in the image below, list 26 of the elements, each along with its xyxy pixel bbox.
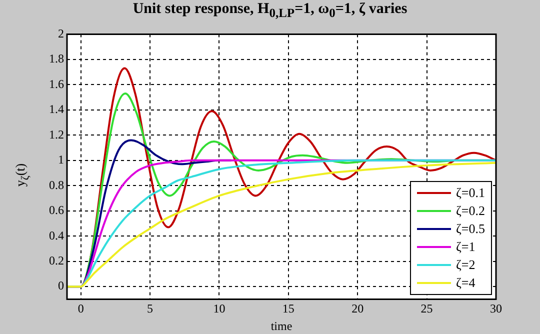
y-tick-label: 1.4 bbox=[49, 102, 64, 116]
y-tick-label: 0 bbox=[58, 278, 64, 293]
legend-label: ζ=1 bbox=[456, 239, 476, 256]
y-tick-label: 0.4 bbox=[49, 228, 64, 242]
y-tick-label: 1.8 bbox=[49, 52, 64, 66]
y-tick-label: 1 bbox=[58, 152, 64, 167]
y-tick-label: 1.2 bbox=[49, 127, 64, 142]
legend-label: ζ=0.5 bbox=[456, 221, 485, 238]
x-tick-label: 30 bbox=[490, 302, 502, 316]
chart-title: Unit step response, H$_{0,LP}$=1, ω$_{0}$=1, ζ varies bbox=[132, 1, 408, 21]
y-tick-label: 2 bbox=[58, 26, 64, 40]
legend-label: ζ=4 bbox=[456, 275, 476, 292]
legend-label: ζ=0.2 bbox=[456, 203, 485, 220]
legend-label: ζ=2 bbox=[456, 257, 476, 274]
x-tick-label: 20 bbox=[352, 302, 364, 316]
x-axis-title: time bbox=[270, 318, 292, 333]
y-tick-label: 0.6 bbox=[49, 203, 64, 218]
x-tick-label: 5 bbox=[147, 302, 154, 316]
legend-label: ζ=0.1 bbox=[456, 185, 485, 202]
y-tick-label: 1.6 bbox=[49, 76, 64, 91]
x-tick-label: 10 bbox=[213, 302, 226, 316]
x-tick-label: 0 bbox=[78, 302, 84, 316]
y-tick-label: 0.8 bbox=[49, 178, 64, 192]
x-tick-label: 25 bbox=[420, 302, 433, 316]
x-tick-label: 15 bbox=[282, 302, 294, 316]
y-tick-label: 0.2 bbox=[49, 254, 64, 268]
